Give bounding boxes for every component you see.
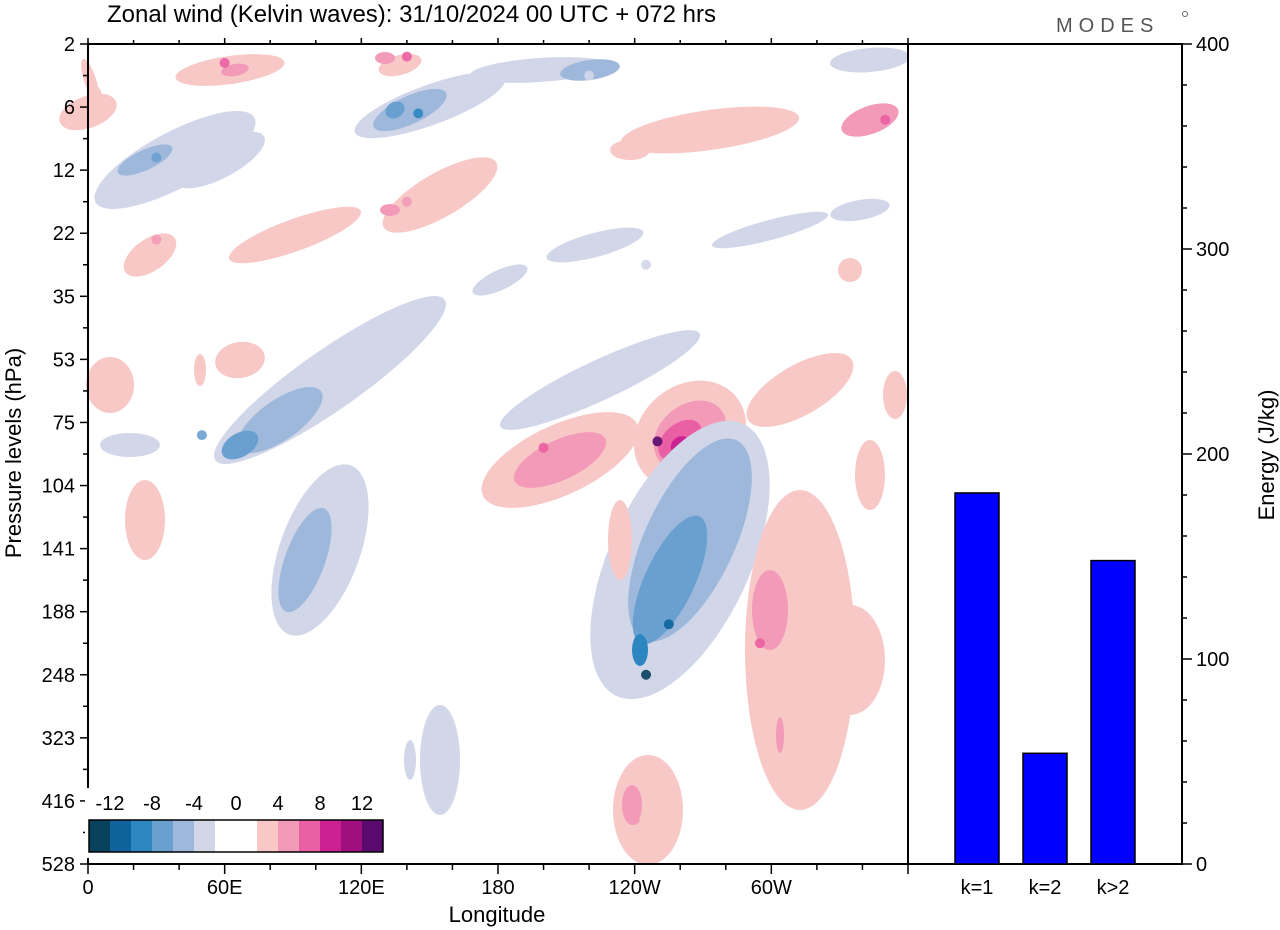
- energy-tick-label: 100: [1196, 649, 1229, 671]
- colorbar-label: 12: [351, 793, 373, 815]
- x-tick-label: 120W: [609, 877, 661, 899]
- wind-feature-11: [652, 436, 663, 447]
- y-tick-label: 35: [53, 286, 75, 308]
- energy-tick-label: 400: [1196, 34, 1229, 56]
- colorbar-swatch: [173, 820, 194, 852]
- wind-feature-10: [538, 442, 549, 453]
- colorbar-swatch: [278, 820, 299, 852]
- x-tick-label: 60W: [751, 877, 792, 899]
- wind-feature-12: [288, 575, 298, 586]
- energy-bar-panel: k=1 k=2 k>2 0 100 200 300 400: [907, 34, 1229, 899]
- energy-bar-k=2: [1022, 752, 1068, 865]
- bar-category-label: k=1: [961, 877, 994, 899]
- wind-feature-8: [641, 259, 652, 270]
- colorbar-label: 4: [272, 793, 283, 815]
- y-tick-label: 6: [64, 97, 75, 119]
- x-tick-label: 180: [481, 877, 514, 899]
- energy-tick-label: 0: [1196, 854, 1207, 876]
- chart-title: Zonal wind (Kelvin waves): 31/10/2024 00…: [107, 1, 716, 28]
- wind-feature-17: [629, 814, 640, 825]
- y-tick-label: 53: [53, 349, 75, 371]
- wind-feature-16: [137, 543, 148, 554]
- colorbar-swatch: [236, 820, 257, 852]
- x-tick-label: 120E: [338, 877, 385, 899]
- hovmoller-panel: [59, 44, 910, 865]
- y-tick-label: 12: [53, 160, 75, 182]
- bar-category-label: k=2: [1029, 877, 1062, 899]
- wind-feature-1: [401, 51, 412, 62]
- wind-feature-2: [584, 70, 595, 81]
- y-tick-label: 104: [42, 476, 75, 498]
- y-tick-label: 141: [42, 539, 75, 561]
- wind-feature-4: [151, 152, 162, 163]
- wind-feature-14: [641, 669, 652, 680]
- y-tick-label: 528: [42, 854, 75, 876]
- y-tick-label: 323: [42, 728, 75, 750]
- x-tick-label: 0: [82, 877, 93, 899]
- hovmoller-axes: 0 60E 120E 180 120W 60W 2 6 12 22 35 53 75 104 141 188 2…: [42, 34, 909, 899]
- colorbar-swatch: [131, 820, 152, 852]
- wind-feature-3: [413, 108, 424, 119]
- colorbar-label: -4: [185, 793, 203, 815]
- wind-feature-7: [151, 234, 162, 245]
- y-axis-label: Pressure levels (hPa): [1, 348, 26, 558]
- energy-bar-k=1: [954, 492, 1000, 865]
- colorbar-swatch: [89, 820, 110, 852]
- y-tick-label: 416: [42, 791, 75, 813]
- y-tick-label: 75: [53, 412, 75, 434]
- energy-tick-label: 200: [1196, 444, 1229, 466]
- colorbar-swatch: [257, 820, 278, 852]
- y-tick-label: 248: [42, 665, 75, 687]
- colorbar-swatch: [362, 820, 383, 852]
- wind-feature-13: [663, 619, 674, 630]
- logo-mark: [1182, 11, 1188, 17]
- colorbar-label: -8: [143, 793, 161, 815]
- energy-tick-label: 300: [1196, 239, 1229, 261]
- colorbar-swatch: [152, 820, 173, 852]
- colorbar-swatch: [320, 820, 341, 852]
- colorbar-swatch: [194, 820, 215, 852]
- colorbar-label: -12: [96, 793, 125, 815]
- logo: MODES: [1056, 15, 1159, 37]
- energy-axis-label: Energy (J/kg): [1254, 390, 1279, 521]
- colorbar-label: 8: [314, 793, 325, 815]
- energy-bar-k>2: [1090, 559, 1136, 865]
- x-axis-label: Longitude: [449, 902, 546, 927]
- y-tick-label: 2: [64, 34, 75, 56]
- x-tick-label: 60E: [207, 877, 243, 899]
- colorbar-swatch: [215, 820, 236, 852]
- colorbar: -12 -8 -4 0 4 8 12: [85, 788, 387, 858]
- wind-feature-15: [754, 638, 765, 649]
- colorbar-swatch: [341, 820, 362, 852]
- bar-category-label: k>2: [1097, 877, 1130, 899]
- wind-feature-0: [219, 57, 230, 68]
- y-tick-label: 22: [53, 223, 75, 245]
- colorbar-swatch: [299, 820, 320, 852]
- wind-feature-6: [401, 196, 412, 207]
- colorbar-swatch: [110, 820, 131, 852]
- wind-feature-5: [880, 114, 891, 125]
- wind-feature-9: [196, 430, 207, 441]
- colorbar-label: 0: [230, 793, 241, 815]
- y-tick-label: 188: [42, 602, 75, 624]
